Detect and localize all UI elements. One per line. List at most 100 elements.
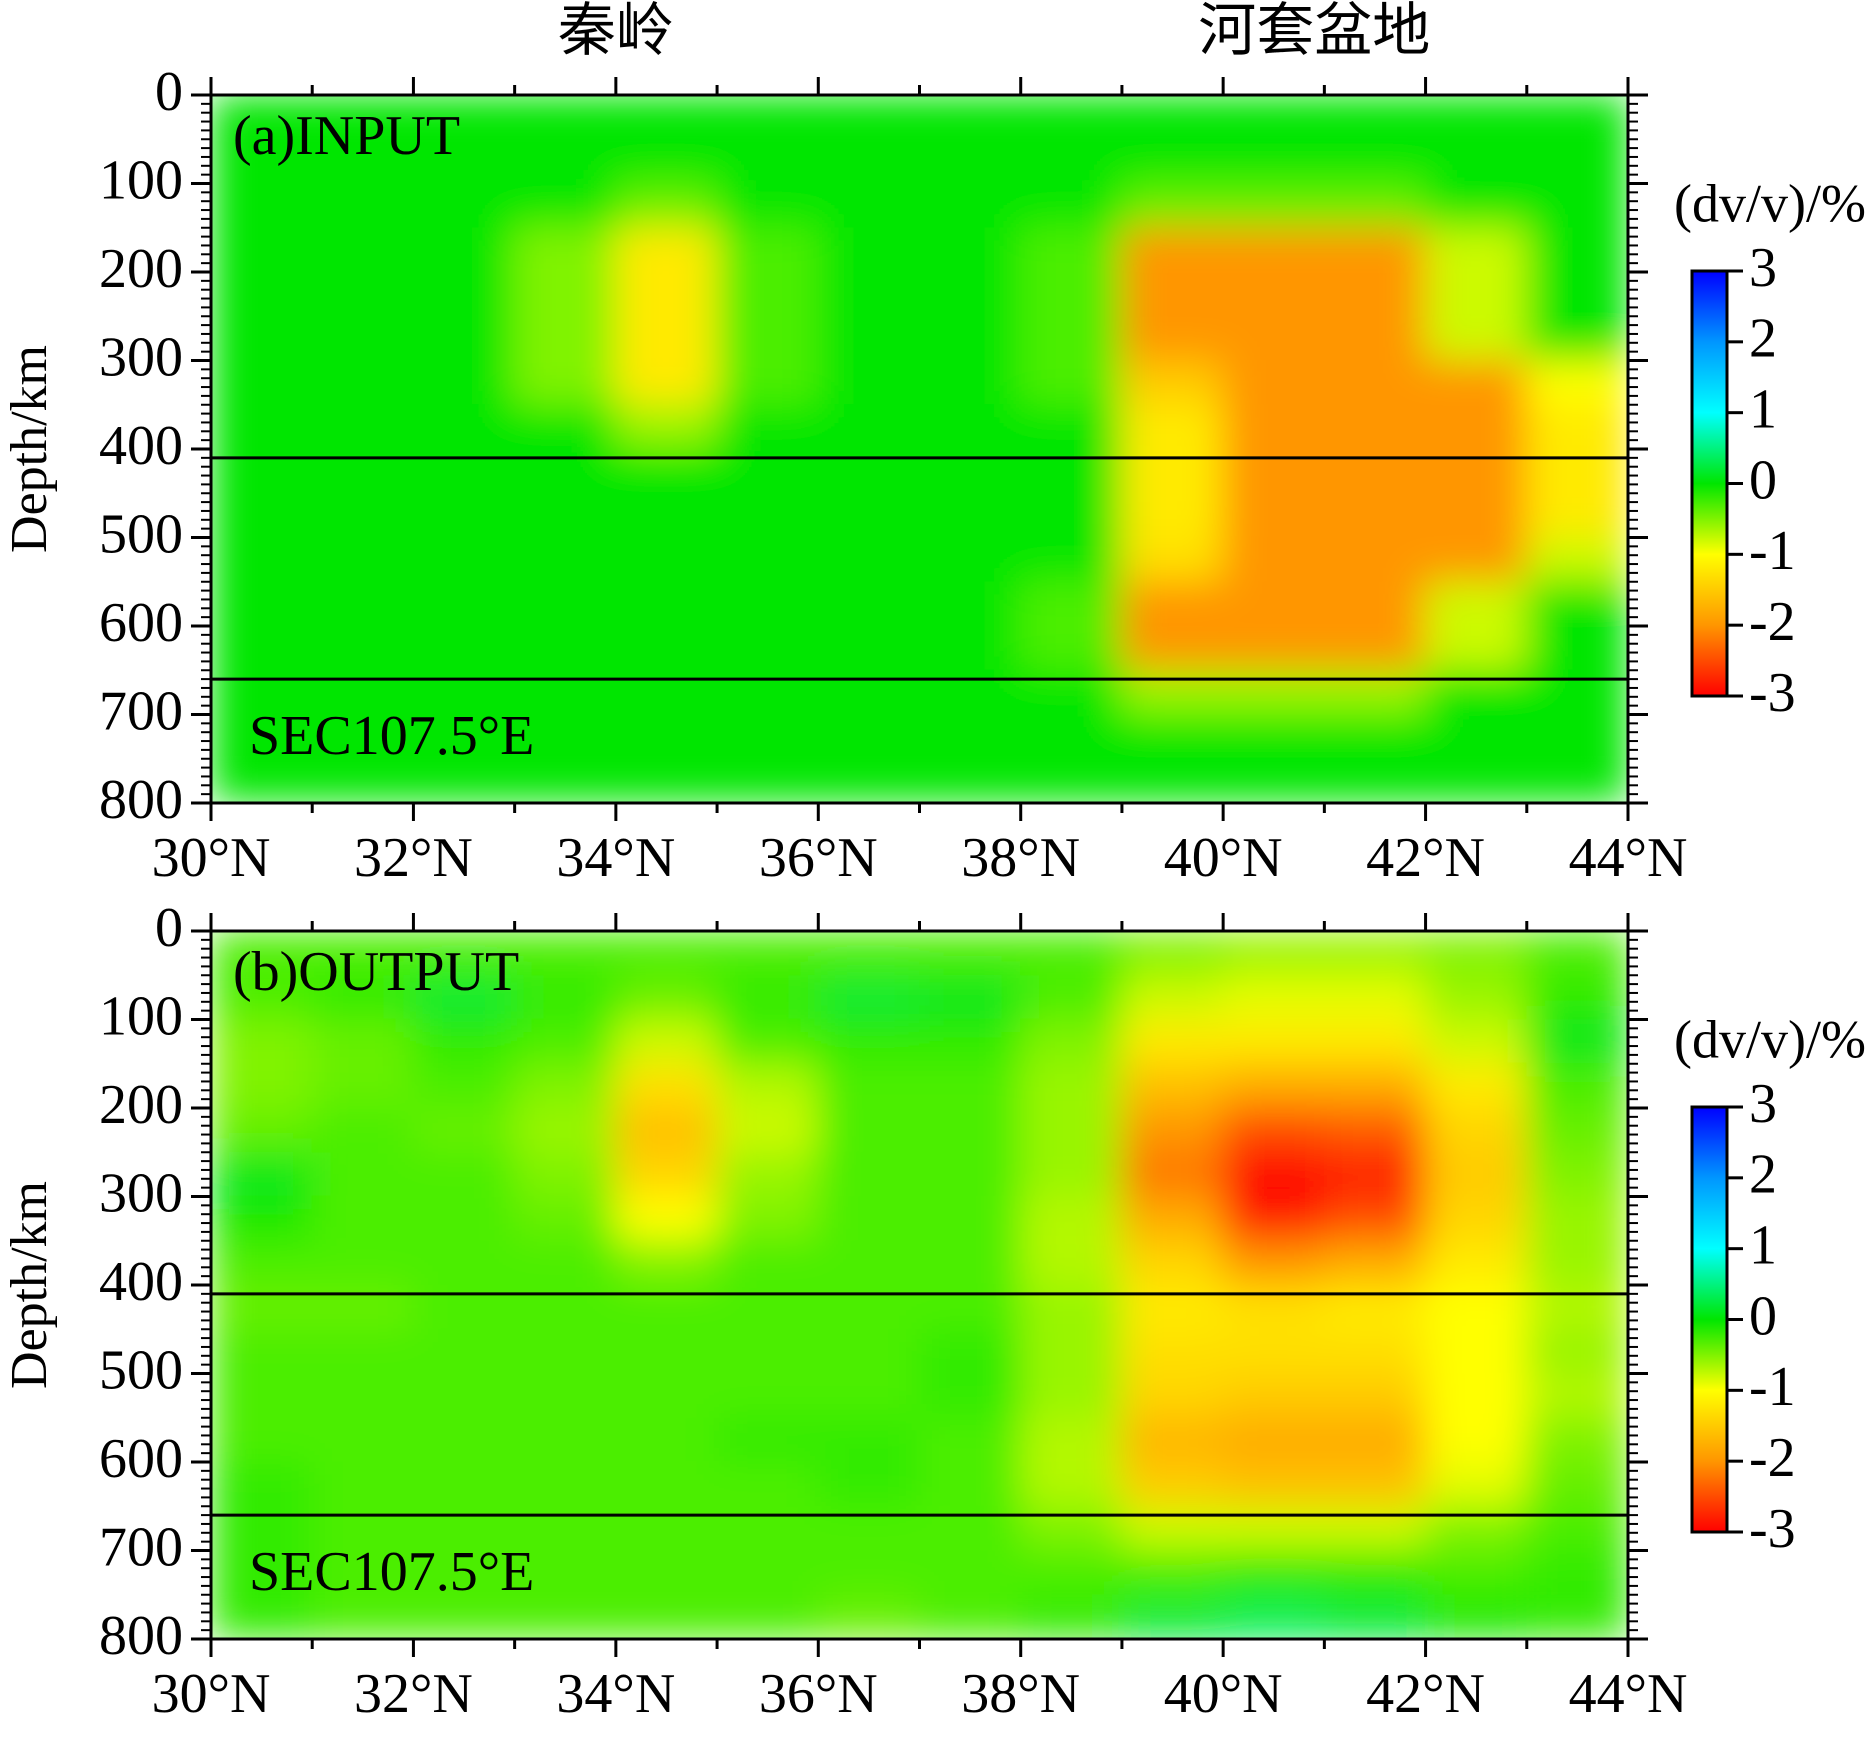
cell [514,448,617,494]
cell [1526,714,1628,760]
cell [1020,581,1123,627]
cell [311,1550,414,1596]
cell [716,1107,819,1153]
cell [1222,227,1325,273]
cell [615,1594,718,1639]
cell [615,1417,718,1463]
cell [1526,271,1628,317]
cell [615,758,718,803]
cell [1222,1505,1325,1551]
cell [919,931,1022,976]
colorbar-tick-label: 1 [1749,1215,1777,1277]
y-tick-label: 200 [99,238,183,300]
x-tick-label: 42°N [1366,1663,1485,1725]
cell [919,138,1022,184]
cell [1425,625,1528,671]
cell [716,492,819,538]
cell [1222,1550,1325,1596]
cell [1222,931,1325,976]
cell [1323,581,1427,627]
cell [412,1417,516,1463]
x-tick-label: 42°N [1366,827,1485,889]
cell [311,95,414,140]
cell [615,492,718,538]
cell [615,1461,718,1507]
cell [1425,95,1528,140]
cell [211,360,313,406]
cell [514,271,617,317]
cell [514,1196,617,1242]
cell [1323,758,1427,803]
cell [817,931,920,976]
cell [1323,360,1427,406]
cell [1425,537,1528,583]
cell [919,315,1022,361]
cell [1526,1107,1628,1153]
y-tick-label: 700 [99,1516,183,1578]
cell [1425,227,1528,273]
cell [1222,95,1325,140]
cell [1526,1550,1628,1596]
cell [1526,1151,1628,1197]
cell [615,581,718,627]
cell [615,537,718,583]
cell [1121,1240,1224,1286]
cell [615,714,718,760]
cell [211,581,313,627]
cell [311,1505,414,1551]
cell [211,1107,313,1153]
cell [1121,1196,1224,1242]
cell [311,183,414,229]
cell [1020,1594,1123,1639]
cell [615,271,718,317]
cell [817,537,920,583]
cell [1323,1505,1427,1551]
cell [1222,1417,1325,1463]
cell [919,448,1022,494]
cell [1020,1107,1123,1153]
cell [615,1107,718,1153]
cell [1121,581,1224,627]
cell [817,1196,920,1242]
cell [1121,360,1224,406]
cell [1526,1063,1628,1109]
cell [211,1284,313,1330]
cell [716,404,819,450]
cell [1425,1063,1528,1109]
cell [1121,1151,1224,1197]
cell [514,758,617,803]
cell [716,1550,819,1596]
cell [412,714,516,760]
cell [1425,669,1528,715]
cell [1526,625,1628,671]
cell [1222,1063,1325,1109]
cell [1121,1461,1224,1507]
cell [919,537,1022,583]
cell [817,581,920,627]
cell [412,1550,516,1596]
cell [1121,1594,1224,1639]
cell [1526,1461,1628,1507]
cell [1222,537,1325,583]
cell [1526,1594,1628,1639]
cell [311,404,414,450]
cell [211,669,313,715]
cell [919,625,1022,671]
cell [716,974,819,1020]
cell [919,1240,1022,1286]
cell [1222,1240,1325,1286]
colorbar-tick-label: -3 [1749,662,1796,724]
cell [211,537,313,583]
cell [1425,315,1528,361]
cell [211,1019,313,1065]
cell [716,1019,819,1065]
cell [615,1151,718,1197]
cell [1222,271,1325,317]
cell [412,581,516,627]
colorbar-tick-label: 0 [1749,449,1777,511]
x-tick-label: 32°N [354,827,473,889]
cell [1323,404,1427,450]
region-label: 秦岭 [558,0,674,64]
cell [1425,1550,1528,1596]
cell [211,404,313,450]
